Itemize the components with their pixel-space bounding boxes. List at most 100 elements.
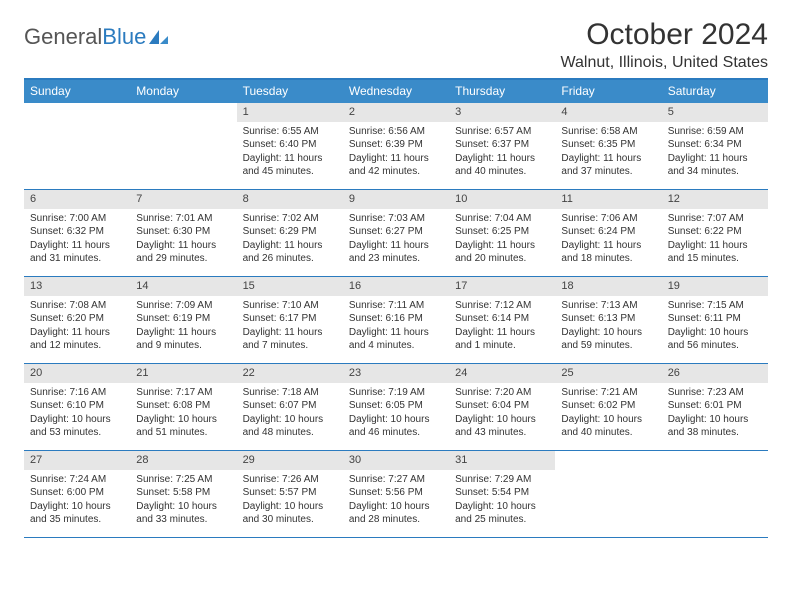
day-cell: 12Sunrise: 7:07 AMSunset: 6:22 PMDayligh… <box>662 190 768 276</box>
sunset-text: Sunset: 6:10 PM <box>30 399 124 413</box>
day-number <box>555 451 661 469</box>
daylight1-text: Daylight: 11 hours <box>455 239 549 253</box>
sunset-text: Sunset: 6:11 PM <box>668 312 762 326</box>
daylight2-text: and 51 minutes. <box>136 426 230 440</box>
day-number: 31 <box>449 451 555 470</box>
daylight2-text: and 37 minutes. <box>561 165 655 179</box>
day-number: 13 <box>24 277 130 296</box>
day-number: 27 <box>24 451 130 470</box>
day-cell: 24Sunrise: 7:20 AMSunset: 6:04 PMDayligh… <box>449 364 555 450</box>
day-cell: 30Sunrise: 7:27 AMSunset: 5:56 PMDayligh… <box>343 451 449 537</box>
day-details: Sunrise: 7:10 AMSunset: 6:17 PMDaylight:… <box>237 296 343 357</box>
day-details: Sunrise: 7:06 AMSunset: 6:24 PMDaylight:… <box>555 209 661 270</box>
daylight2-text: and 34 minutes. <box>668 165 762 179</box>
day-details: Sunrise: 6:57 AMSunset: 6:37 PMDaylight:… <box>449 122 555 183</box>
sunrise-text: Sunrise: 7:29 AM <box>455 473 549 487</box>
sunset-text: Sunset: 6:30 PM <box>136 225 230 239</box>
daylight2-text: and 20 minutes. <box>455 252 549 266</box>
daylight2-text: and 25 minutes. <box>455 513 549 527</box>
sunset-text: Sunset: 6:05 PM <box>349 399 443 413</box>
day-details: Sunrise: 7:21 AMSunset: 6:02 PMDaylight:… <box>555 383 661 444</box>
day-cell: 11Sunrise: 7:06 AMSunset: 6:24 PMDayligh… <box>555 190 661 276</box>
day-number: 12 <box>662 190 768 209</box>
day-number: 30 <box>343 451 449 470</box>
sunrise-text: Sunrise: 7:24 AM <box>30 473 124 487</box>
day-details: Sunrise: 7:19 AMSunset: 6:05 PMDaylight:… <box>343 383 449 444</box>
day-number: 24 <box>449 364 555 383</box>
day-number: 9 <box>343 190 449 209</box>
day-number: 22 <box>237 364 343 383</box>
day-number: 18 <box>555 277 661 296</box>
daylight2-text: and 12 minutes. <box>30 339 124 353</box>
day-cell: 29Sunrise: 7:26 AMSunset: 5:57 PMDayligh… <box>237 451 343 537</box>
dow-header-row: SundayMondayTuesdayWednesdayThursdayFrid… <box>24 80 768 103</box>
week-row: 1Sunrise: 6:55 AMSunset: 6:40 PMDaylight… <box>24 103 768 190</box>
sunrise-text: Sunrise: 7:06 AM <box>561 212 655 226</box>
sunrise-text: Sunrise: 7:01 AM <box>136 212 230 226</box>
day-details: Sunrise: 7:03 AMSunset: 6:27 PMDaylight:… <box>343 209 449 270</box>
day-cell: 6Sunrise: 7:00 AMSunset: 6:32 PMDaylight… <box>24 190 130 276</box>
day-cell: 27Sunrise: 7:24 AMSunset: 6:00 PMDayligh… <box>24 451 130 537</box>
location-text: Walnut, Illinois, United States <box>561 54 769 72</box>
day-cell: 25Sunrise: 7:21 AMSunset: 6:02 PMDayligh… <box>555 364 661 450</box>
daylight1-text: Daylight: 11 hours <box>455 152 549 166</box>
sunset-text: Sunset: 6:29 PM <box>243 225 337 239</box>
sunrise-text: Sunrise: 7:18 AM <box>243 386 337 400</box>
day-details: Sunrise: 7:29 AMSunset: 5:54 PMDaylight:… <box>449 470 555 531</box>
sunrise-text: Sunrise: 7:00 AM <box>30 212 124 226</box>
sunset-text: Sunset: 5:56 PM <box>349 486 443 500</box>
daylight1-text: Daylight: 11 hours <box>136 239 230 253</box>
daylight2-text: and 30 minutes. <box>243 513 337 527</box>
logo-text-general: General <box>24 24 102 50</box>
day-number <box>130 103 236 121</box>
sunset-text: Sunset: 6:34 PM <box>668 138 762 152</box>
day-number: 2 <box>343 103 449 122</box>
calendar-grid: SundayMondayTuesdayWednesdayThursdayFrid… <box>24 78 768 538</box>
dow-header-sunday: Sunday <box>24 80 130 103</box>
sunrise-text: Sunrise: 7:10 AM <box>243 299 337 313</box>
sunrise-text: Sunrise: 7:17 AM <box>136 386 230 400</box>
sunrise-text: Sunrise: 7:07 AM <box>668 212 762 226</box>
day-cell: 20Sunrise: 7:16 AMSunset: 6:10 PMDayligh… <box>24 364 130 450</box>
day-number: 8 <box>237 190 343 209</box>
day-cell: 8Sunrise: 7:02 AMSunset: 6:29 PMDaylight… <box>237 190 343 276</box>
daylight2-text: and 35 minutes. <box>30 513 124 527</box>
empty-cell <box>24 103 130 189</box>
sunrise-text: Sunrise: 7:20 AM <box>455 386 549 400</box>
day-cell: 5Sunrise: 6:59 AMSunset: 6:34 PMDaylight… <box>662 103 768 189</box>
day-number: 1 <box>237 103 343 122</box>
daylight1-text: Daylight: 11 hours <box>349 152 443 166</box>
day-details: Sunrise: 7:13 AMSunset: 6:13 PMDaylight:… <box>555 296 661 357</box>
week-row: 6Sunrise: 7:00 AMSunset: 6:32 PMDaylight… <box>24 190 768 277</box>
daylight1-text: Daylight: 10 hours <box>243 500 337 514</box>
day-cell: 1Sunrise: 6:55 AMSunset: 6:40 PMDaylight… <box>237 103 343 189</box>
dow-header-thursday: Thursday <box>449 80 555 103</box>
sunset-text: Sunset: 6:14 PM <box>455 312 549 326</box>
day-number: 20 <box>24 364 130 383</box>
sunset-text: Sunset: 6:39 PM <box>349 138 443 152</box>
day-number: 10 <box>449 190 555 209</box>
sunrise-text: Sunrise: 7:16 AM <box>30 386 124 400</box>
day-cell: 19Sunrise: 7:15 AMSunset: 6:11 PMDayligh… <box>662 277 768 363</box>
day-number: 23 <box>343 364 449 383</box>
daylight2-text: and 7 minutes. <box>243 339 337 353</box>
daylight2-text: and 1 minute. <box>455 339 549 353</box>
day-number: 21 <box>130 364 236 383</box>
day-number: 11 <box>555 190 661 209</box>
calendar-page: GeneralBlue October 2024 Walnut, Illinoi… <box>0 0 792 538</box>
sunset-text: Sunset: 6:19 PM <box>136 312 230 326</box>
daylight2-text: and 46 minutes. <box>349 426 443 440</box>
daylight1-text: Daylight: 10 hours <box>349 413 443 427</box>
day-number: 3 <box>449 103 555 122</box>
day-details: Sunrise: 7:01 AMSunset: 6:30 PMDaylight:… <box>130 209 236 270</box>
day-details: Sunrise: 7:25 AMSunset: 5:58 PMDaylight:… <box>130 470 236 531</box>
empty-cell <box>130 103 236 189</box>
daylight2-text: and 48 minutes. <box>243 426 337 440</box>
daylight2-text: and 38 minutes. <box>668 426 762 440</box>
sunset-text: Sunset: 6:04 PM <box>455 399 549 413</box>
dow-header-friday: Friday <box>555 80 661 103</box>
day-details: Sunrise: 7:24 AMSunset: 6:00 PMDaylight:… <box>24 470 130 531</box>
day-details: Sunrise: 7:08 AMSunset: 6:20 PMDaylight:… <box>24 296 130 357</box>
sunrise-text: Sunrise: 6:55 AM <box>243 125 337 139</box>
day-cell: 18Sunrise: 7:13 AMSunset: 6:13 PMDayligh… <box>555 277 661 363</box>
